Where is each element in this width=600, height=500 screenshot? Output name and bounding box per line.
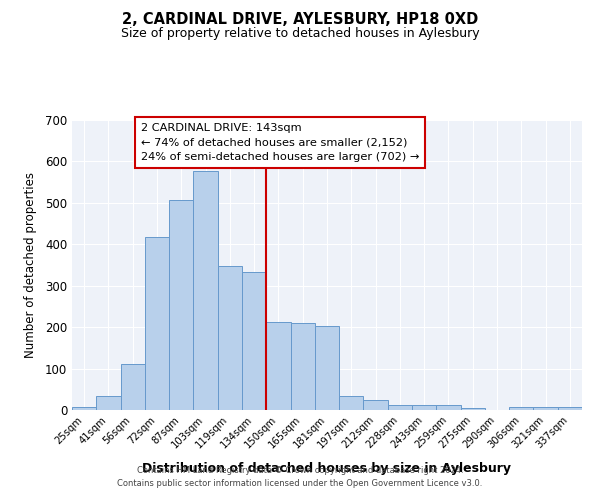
Bar [96, 396, 121, 410]
Bar [315, 326, 339, 410]
Bar [436, 406, 461, 410]
Bar [169, 200, 193, 410]
Bar [266, 322, 290, 410]
Text: 2 CARDINAL DRIVE: 143sqm
← 74% of detached houses are smaller (2,152)
24% of sem: 2 CARDINAL DRIVE: 143sqm ← 74% of detach… [141, 123, 419, 162]
Bar [461, 408, 485, 410]
Bar [242, 272, 266, 410]
Bar [388, 405, 412, 410]
X-axis label: Distribution of detached houses by size in Aylesbury: Distribution of detached houses by size … [143, 462, 511, 474]
Bar [121, 364, 145, 410]
Bar [364, 400, 388, 410]
Text: 2, CARDINAL DRIVE, AYLESBURY, HP18 0XD: 2, CARDINAL DRIVE, AYLESBURY, HP18 0XD [122, 12, 478, 28]
Bar [218, 266, 242, 410]
Bar [193, 171, 218, 410]
Bar [558, 407, 582, 410]
Bar [290, 323, 315, 410]
Bar [509, 407, 533, 410]
Bar [72, 406, 96, 410]
Bar [145, 237, 169, 410]
Bar [412, 404, 436, 410]
Bar [533, 406, 558, 410]
Y-axis label: Number of detached properties: Number of detached properties [23, 172, 37, 358]
Text: Contains HM Land Registry data © Crown copyright and database right 2024.
Contai: Contains HM Land Registry data © Crown c… [118, 466, 482, 487]
Bar [339, 396, 364, 410]
Text: Size of property relative to detached houses in Aylesbury: Size of property relative to detached ho… [121, 28, 479, 40]
